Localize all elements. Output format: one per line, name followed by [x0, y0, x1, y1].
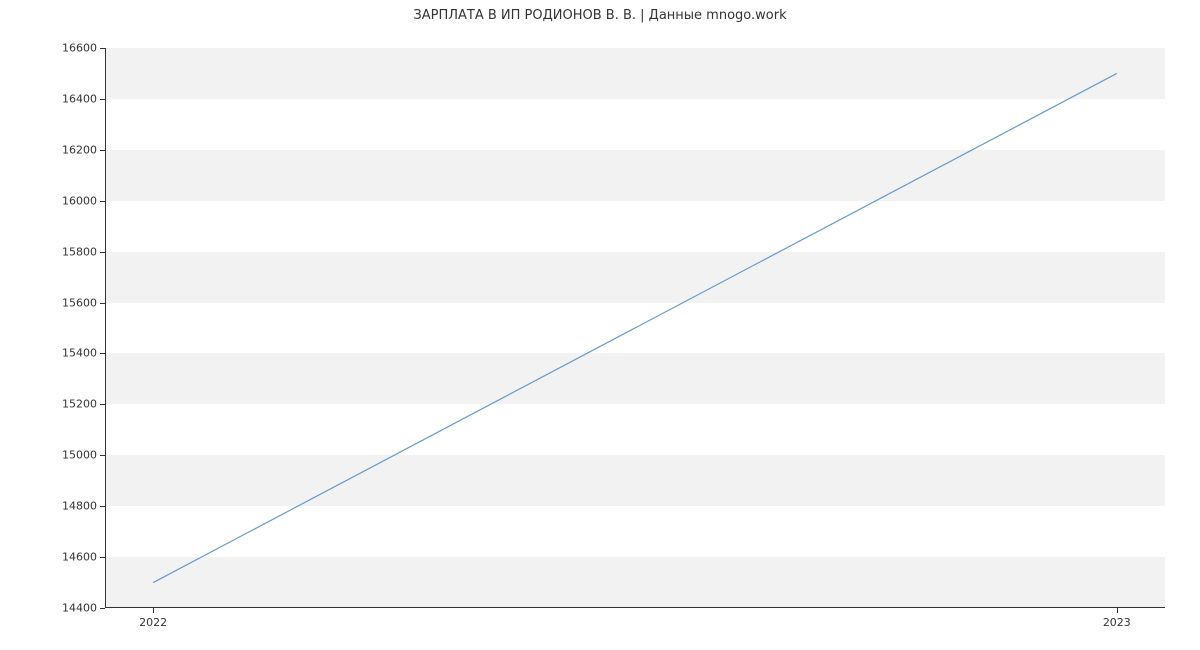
y-tick-label: 16000	[62, 194, 97, 207]
y-tick-label: 14800	[62, 500, 97, 513]
x-tick-mark	[1117, 608, 1118, 613]
chart-title: ЗАРПЛАТА В ИП РОДИОНОВ В. В. | Данные mn…	[0, 8, 1200, 23]
y-tick-label: 14400	[62, 602, 97, 615]
y-tick-mark	[100, 252, 105, 253]
x-tick-label: 2023	[1103, 616, 1131, 629]
y-tick-label: 15200	[62, 398, 97, 411]
y-tick-label: 15000	[62, 449, 97, 462]
y-tick-mark	[100, 201, 105, 202]
y-tick-label: 15600	[62, 296, 97, 309]
x-axis-line	[105, 607, 1165, 608]
y-tick-mark	[100, 404, 105, 405]
y-tick-mark	[100, 455, 105, 456]
y-axis-line	[105, 48, 106, 608]
y-tick-label: 16200	[62, 143, 97, 156]
line-layer	[105, 48, 1165, 608]
y-tick-mark	[100, 557, 105, 558]
salary-line-chart: ЗАРПЛАТА В ИП РОДИОНОВ В. В. | Данные mn…	[0, 0, 1200, 650]
y-tick-label: 15400	[62, 347, 97, 360]
x-tick-mark	[153, 608, 154, 613]
series-line-salary	[153, 73, 1117, 582]
y-tick-mark	[100, 99, 105, 100]
y-tick-mark	[100, 608, 105, 609]
y-tick-label: 15800	[62, 245, 97, 258]
y-tick-label: 14600	[62, 551, 97, 564]
y-tick-mark	[100, 150, 105, 151]
y-tick-mark	[100, 303, 105, 304]
y-tick-label: 16600	[62, 42, 97, 55]
y-tick-mark	[100, 353, 105, 354]
y-tick-label: 16400	[62, 92, 97, 105]
y-tick-mark	[100, 48, 105, 49]
y-tick-mark	[100, 506, 105, 507]
plot-area: 1440014600148001500015200154001560015800…	[105, 48, 1165, 608]
x-tick-label: 2022	[139, 616, 167, 629]
